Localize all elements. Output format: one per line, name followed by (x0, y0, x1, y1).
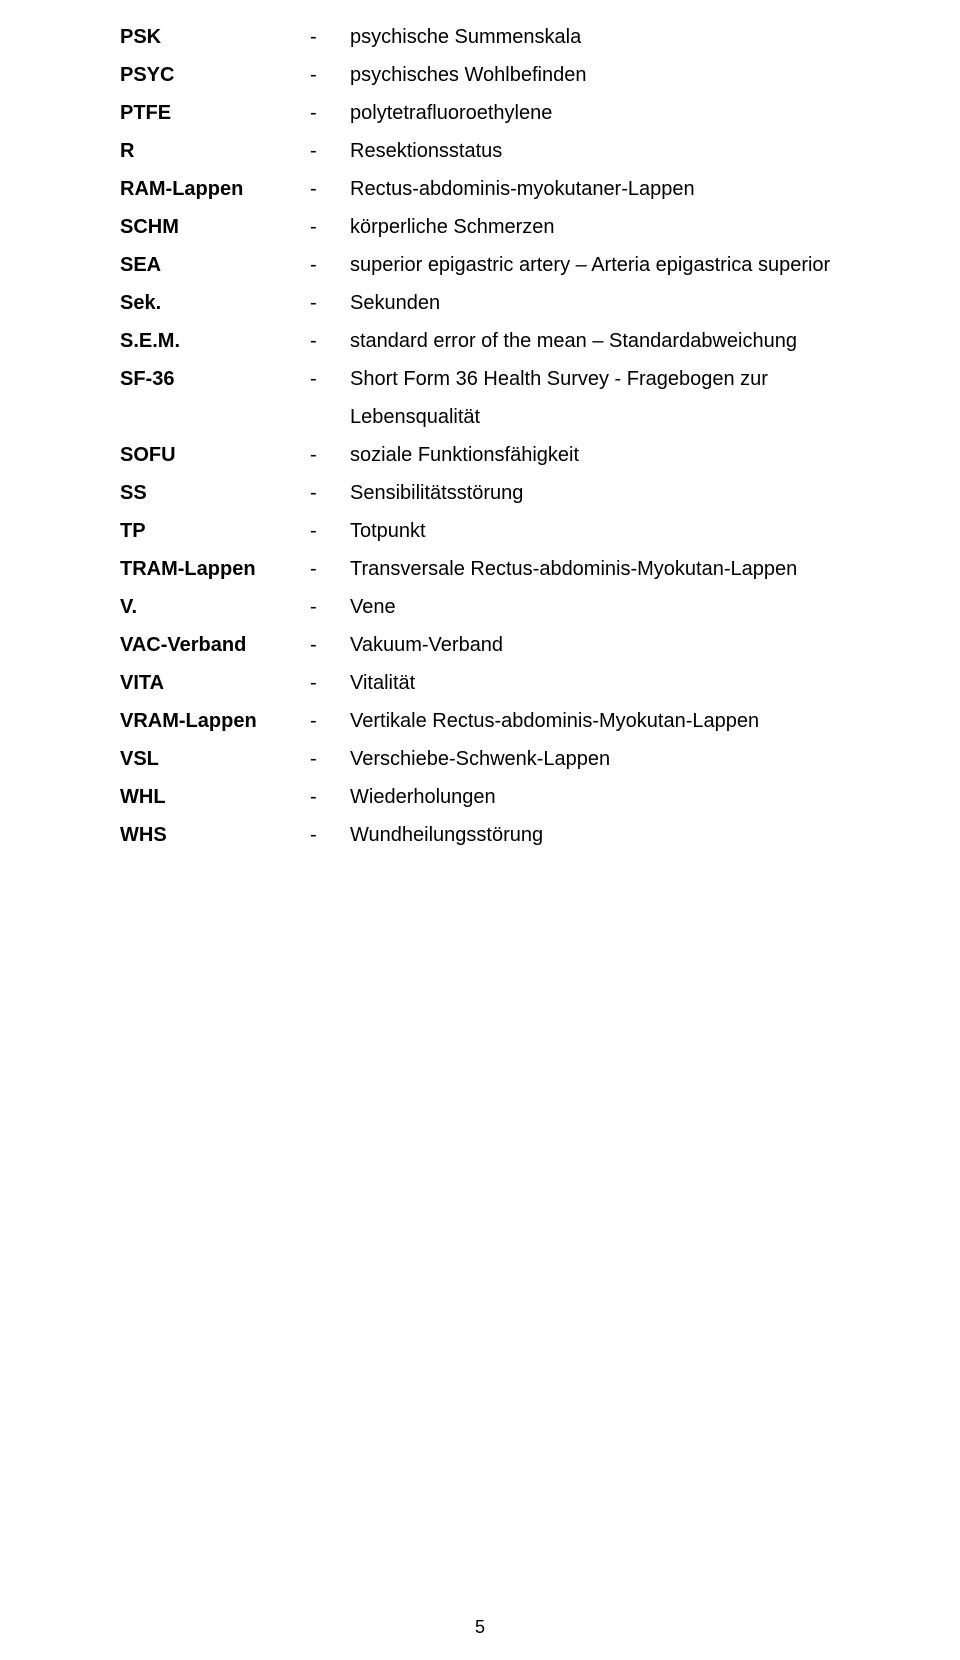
abbrev-row: SEA-superior epigastric artery – Arteria… (120, 246, 860, 284)
dash-separator: - (310, 246, 350, 284)
abbrev-term: WHS (120, 816, 310, 854)
abbrev-term: VSL (120, 740, 310, 778)
abbrev-term: VRAM-Lappen (120, 702, 310, 740)
abbrev-row: PTFE-polytetrafluoroethylene (120, 94, 860, 132)
abbrev-definition: Short Form 36 Health Survey - Fragebogen… (350, 360, 860, 398)
abbrev-row: TRAM-Lappen-Transversale Rectus-abdomini… (120, 550, 860, 588)
dash-separator: - (310, 626, 350, 664)
abbrev-term: SS (120, 474, 310, 512)
dash-separator: - (310, 588, 350, 626)
abbrev-term: TP (120, 512, 310, 550)
dash-separator: - (310, 170, 350, 208)
abbrev-definition: polytetrafluoroethylene (350, 94, 860, 132)
abbrev-definition: standard error of the mean – Standardabw… (350, 322, 860, 360)
abbrev-row: SF-36-Short Form 36 Health Survey - Frag… (120, 360, 860, 398)
abbrev-row: WHS-Wundheilungsstörung (120, 816, 860, 854)
dash-separator: - (310, 56, 350, 94)
page-number: 5 (0, 1610, 960, 1644)
abbrev-row: RAM-Lappen-Rectus-abdominis-myokutaner-L… (120, 170, 860, 208)
abbrev-term: WHL (120, 778, 310, 816)
abbrev-row: SCHM-körperliche Schmerzen (120, 208, 860, 246)
abbrev-term: VITA (120, 664, 310, 702)
dash-separator: - (310, 94, 350, 132)
abbrev-definition: superior epigastric artery – Arteria epi… (350, 246, 860, 284)
abbrev-term: Sek. (120, 284, 310, 322)
dash-separator: - (310, 18, 350, 56)
abbrev-definition: Vene (350, 588, 860, 626)
abbrev-row: R-Resektionsstatus (120, 132, 860, 170)
abbrev-row: WHL-Wiederholungen (120, 778, 860, 816)
abbrev-term: PTFE (120, 94, 310, 132)
dash-separator: - (310, 664, 350, 702)
abbrev-definition: Verschiebe-Schwenk-Lappen (350, 740, 860, 778)
abbrev-row: SS-Sensibilitätsstörung (120, 474, 860, 512)
dash-separator: - (310, 208, 350, 246)
abbrev-term: RAM-Lappen (120, 170, 310, 208)
abbrev-definition: soziale Funktionsfähigkeit (350, 436, 860, 474)
abbrev-definition: Sensibilitätsstörung (350, 474, 860, 512)
abbreviation-list: PSK-psychische SummenskalaPSYC-psychisch… (0, 0, 960, 854)
abbrev-term: SEA (120, 246, 310, 284)
abbrev-row: VITA-Vitalität (120, 664, 860, 702)
abbrev-term: VAC-Verband (120, 626, 310, 664)
abbrev-term: R (120, 132, 310, 170)
abbrev-definition: Wiederholungen (350, 778, 860, 816)
abbrev-definition: Transversale Rectus-abdominis-Myokutan-L… (350, 550, 860, 588)
abbrev-definition: Rectus-abdominis-myokutaner-Lappen (350, 170, 860, 208)
abbrev-row: PSK-psychische Summenskala (120, 18, 860, 56)
abbrev-term: PSYC (120, 56, 310, 94)
abbrev-definition: körperliche Schmerzen (350, 208, 860, 246)
dash-separator: - (310, 512, 350, 550)
abbrev-term: S.E.M. (120, 322, 310, 360)
abbrev-term: TRAM-Lappen (120, 550, 310, 588)
abbrev-row: S.E.M.-standard error of the mean – Stan… (120, 322, 860, 360)
abbrev-row: VSL-Verschiebe-Schwenk-Lappen (120, 740, 860, 778)
abbrev-term: SCHM (120, 208, 310, 246)
dash-separator: - (310, 550, 350, 588)
abbrev-row: VRAM-Lappen-Vertikale Rectus-abdominis-M… (120, 702, 860, 740)
abbrev-definition: psychisches Wohlbefinden (350, 56, 860, 94)
abbrev-term: SOFU (120, 436, 310, 474)
abbrev-row: SOFU-soziale Funktionsfähigkeit (120, 436, 860, 474)
abbrev-term: V. (120, 588, 310, 626)
abbrev-definition: Vakuum-Verband (350, 626, 860, 664)
abbrev-definition-continuation: Lebensqualität (120, 398, 860, 436)
abbrev-definition: Resektionsstatus (350, 132, 860, 170)
abbrev-row: TP-Totpunkt (120, 512, 860, 550)
abbrev-term: SF-36 (120, 360, 310, 398)
dash-separator: - (310, 132, 350, 170)
dash-separator: - (310, 474, 350, 512)
dash-separator: - (310, 322, 350, 360)
dash-separator: - (310, 740, 350, 778)
abbrev-definition: psychische Summenskala (350, 18, 860, 56)
abbrev-row: Sek.-Sekunden (120, 284, 860, 322)
abbrev-definition: Sekunden (350, 284, 860, 322)
abbrev-row: VAC-Verband-Vakuum-Verband (120, 626, 860, 664)
dash-separator: - (310, 360, 350, 398)
abbrev-term: PSK (120, 18, 310, 56)
dash-separator: - (310, 816, 350, 854)
dash-separator: - (310, 778, 350, 816)
dash-separator: - (310, 436, 350, 474)
dash-separator: - (310, 284, 350, 322)
abbrev-definition: Wundheilungsstörung (350, 816, 860, 854)
abbrev-definition: Totpunkt (350, 512, 860, 550)
dash-separator: - (310, 702, 350, 740)
abbrev-row: PSYC-psychisches Wohlbefinden (120, 56, 860, 94)
abbrev-definition: Vitalität (350, 664, 860, 702)
abbrev-row: V.-Vene (120, 588, 860, 626)
abbrev-definition: Vertikale Rectus-abdominis-Myokutan-Lapp… (350, 702, 860, 740)
